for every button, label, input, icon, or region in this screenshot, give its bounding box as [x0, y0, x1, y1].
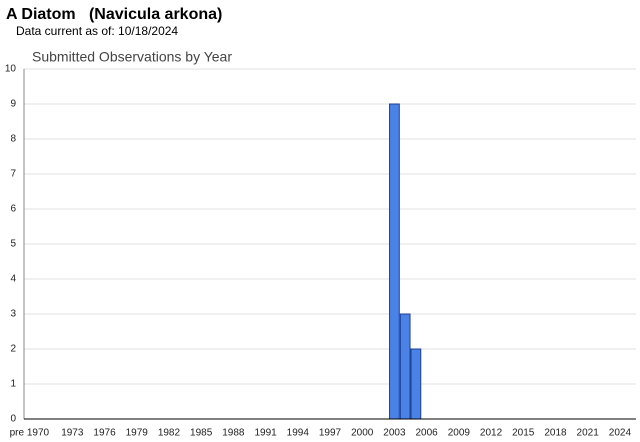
data-date: Data current as of: 10/18/2024 [16, 24, 178, 38]
y-tick-label: 0 [10, 414, 16, 425]
x-tick-label: 2024 [609, 428, 632, 439]
y-tick-label: 4 [10, 274, 16, 285]
x-tick-label: 1985 [190, 428, 213, 439]
x-tick-label: 2003 [383, 428, 406, 439]
y-tick-label: 10 [5, 64, 17, 75]
x-tick-label: 2015 [512, 428, 535, 439]
bar [410, 348, 422, 420]
y-tick-label: 2 [10, 344, 16, 355]
x-tick-label: 2018 [544, 428, 567, 439]
x-tick-label: 1982 [158, 428, 181, 439]
x-tick-label: 1988 [222, 428, 245, 439]
y-tick-label: 5 [10, 239, 16, 250]
y-tick-label: 1 [10, 379, 16, 390]
x-tick-label: 2012 [480, 428, 503, 439]
x-tick-label: 1991 [254, 428, 277, 439]
bar [399, 313, 411, 420]
page-title: A Diatom (Navicula arkona) [6, 6, 222, 23]
bar [389, 103, 400, 420]
x-tick-label: pre 1970 [10, 428, 50, 439]
x-tick-label: 2021 [577, 428, 600, 439]
y-tick-label: 8 [10, 134, 16, 145]
x-tick-label: 2006 [416, 428, 439, 439]
y-tick-label: 7 [10, 169, 16, 180]
x-tick-label: 1973 [61, 428, 84, 439]
x-tick-label: 2000 [351, 428, 374, 439]
chart-title: Submitted Observations by Year [32, 49, 232, 65]
y-tick-label: 9 [10, 99, 16, 110]
x-tick-label: 1997 [319, 428, 342, 439]
x-tick-label: 1979 [126, 428, 149, 439]
x-tick-label: 1994 [287, 428, 310, 439]
y-tick-label: 6 [10, 204, 16, 215]
y-tick-label: 3 [10, 309, 16, 320]
x-tick-label: 2009 [448, 428, 471, 439]
x-tick-label: 1976 [93, 428, 116, 439]
